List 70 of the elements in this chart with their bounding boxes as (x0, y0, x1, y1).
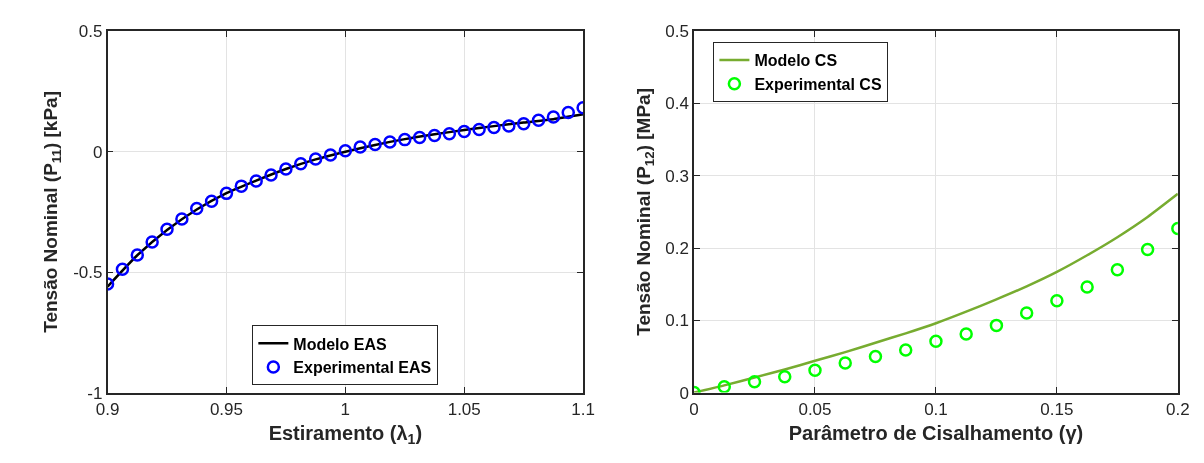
point (308, 152, 323, 166)
point (502, 119, 516, 133)
y-tick-label: 0.5 (78, 22, 103, 42)
point (898, 343, 913, 357)
y-tick-label: 0.5 (665, 22, 689, 42)
point (747, 375, 762, 389)
point (457, 124, 471, 139)
point (368, 137, 382, 152)
x-tick-label: 0.95 (209, 399, 244, 419)
point (516, 116, 531, 131)
point (717, 380, 732, 393)
point (959, 327, 973, 341)
y-tick-label: 0 (679, 383, 689, 403)
point (219, 186, 234, 201)
point (175, 212, 189, 226)
x-tick-label: 0.15 (1040, 399, 1074, 419)
x-axis-title: Parâmetro de Cisalhamento (γ) (788, 421, 1084, 444)
point (189, 201, 204, 216)
point (412, 130, 427, 145)
y-tick-label: 0.1 (665, 311, 689, 331)
x-tick-label: 0.2 (1166, 399, 1190, 419)
line-series (694, 192, 1178, 393)
legend-label: Modelo CS (754, 52, 838, 70)
point (442, 127, 457, 141)
point (398, 132, 412, 147)
point (264, 168, 278, 182)
point (1110, 262, 1125, 277)
point (353, 140, 367, 154)
point (279, 162, 293, 176)
x-axis-title: Estiramento (λ$_{1}$) (268, 421, 423, 447)
point (546, 110, 561, 124)
point (487, 120, 501, 135)
point (989, 318, 1004, 333)
point (130, 248, 145, 262)
point (294, 156, 308, 171)
point (383, 135, 397, 149)
point (1140, 242, 1155, 257)
point (338, 143, 353, 158)
legend-label: Experimental CS (754, 75, 882, 93)
x-tick-label: 0.05 (798, 399, 832, 419)
point (145, 235, 159, 249)
point (1019, 306, 1034, 320)
legend-label: Experimental EAS (293, 359, 432, 377)
point (868, 349, 883, 364)
point (249, 174, 263, 188)
legend-label: Modelo EAS (293, 335, 388, 353)
point (808, 363, 822, 377)
point (472, 122, 486, 137)
point (323, 148, 338, 162)
point (234, 179, 249, 193)
point (531, 113, 546, 128)
y-tick-label: 0.3 (665, 166, 689, 186)
y-tick-label: -0.5 (73, 263, 103, 283)
point (778, 369, 792, 384)
point (838, 356, 852, 370)
point (561, 105, 576, 120)
y-tick-label: 0.2 (665, 239, 689, 258)
point (115, 262, 130, 276)
point (160, 222, 174, 237)
y-tick-label: 0 (92, 142, 103, 162)
point (1050, 294, 1064, 308)
point (427, 128, 442, 143)
point (1080, 280, 1094, 294)
x-tick-label: 1.1 (571, 399, 595, 419)
point (929, 334, 943, 349)
x-tick-label: 0.1 (924, 399, 948, 419)
y-tick-label: 0.4 (665, 94, 689, 114)
x-tick-label: 1 (340, 399, 351, 419)
x-tick-label: 1.05 (447, 399, 481, 419)
point (204, 194, 219, 209)
